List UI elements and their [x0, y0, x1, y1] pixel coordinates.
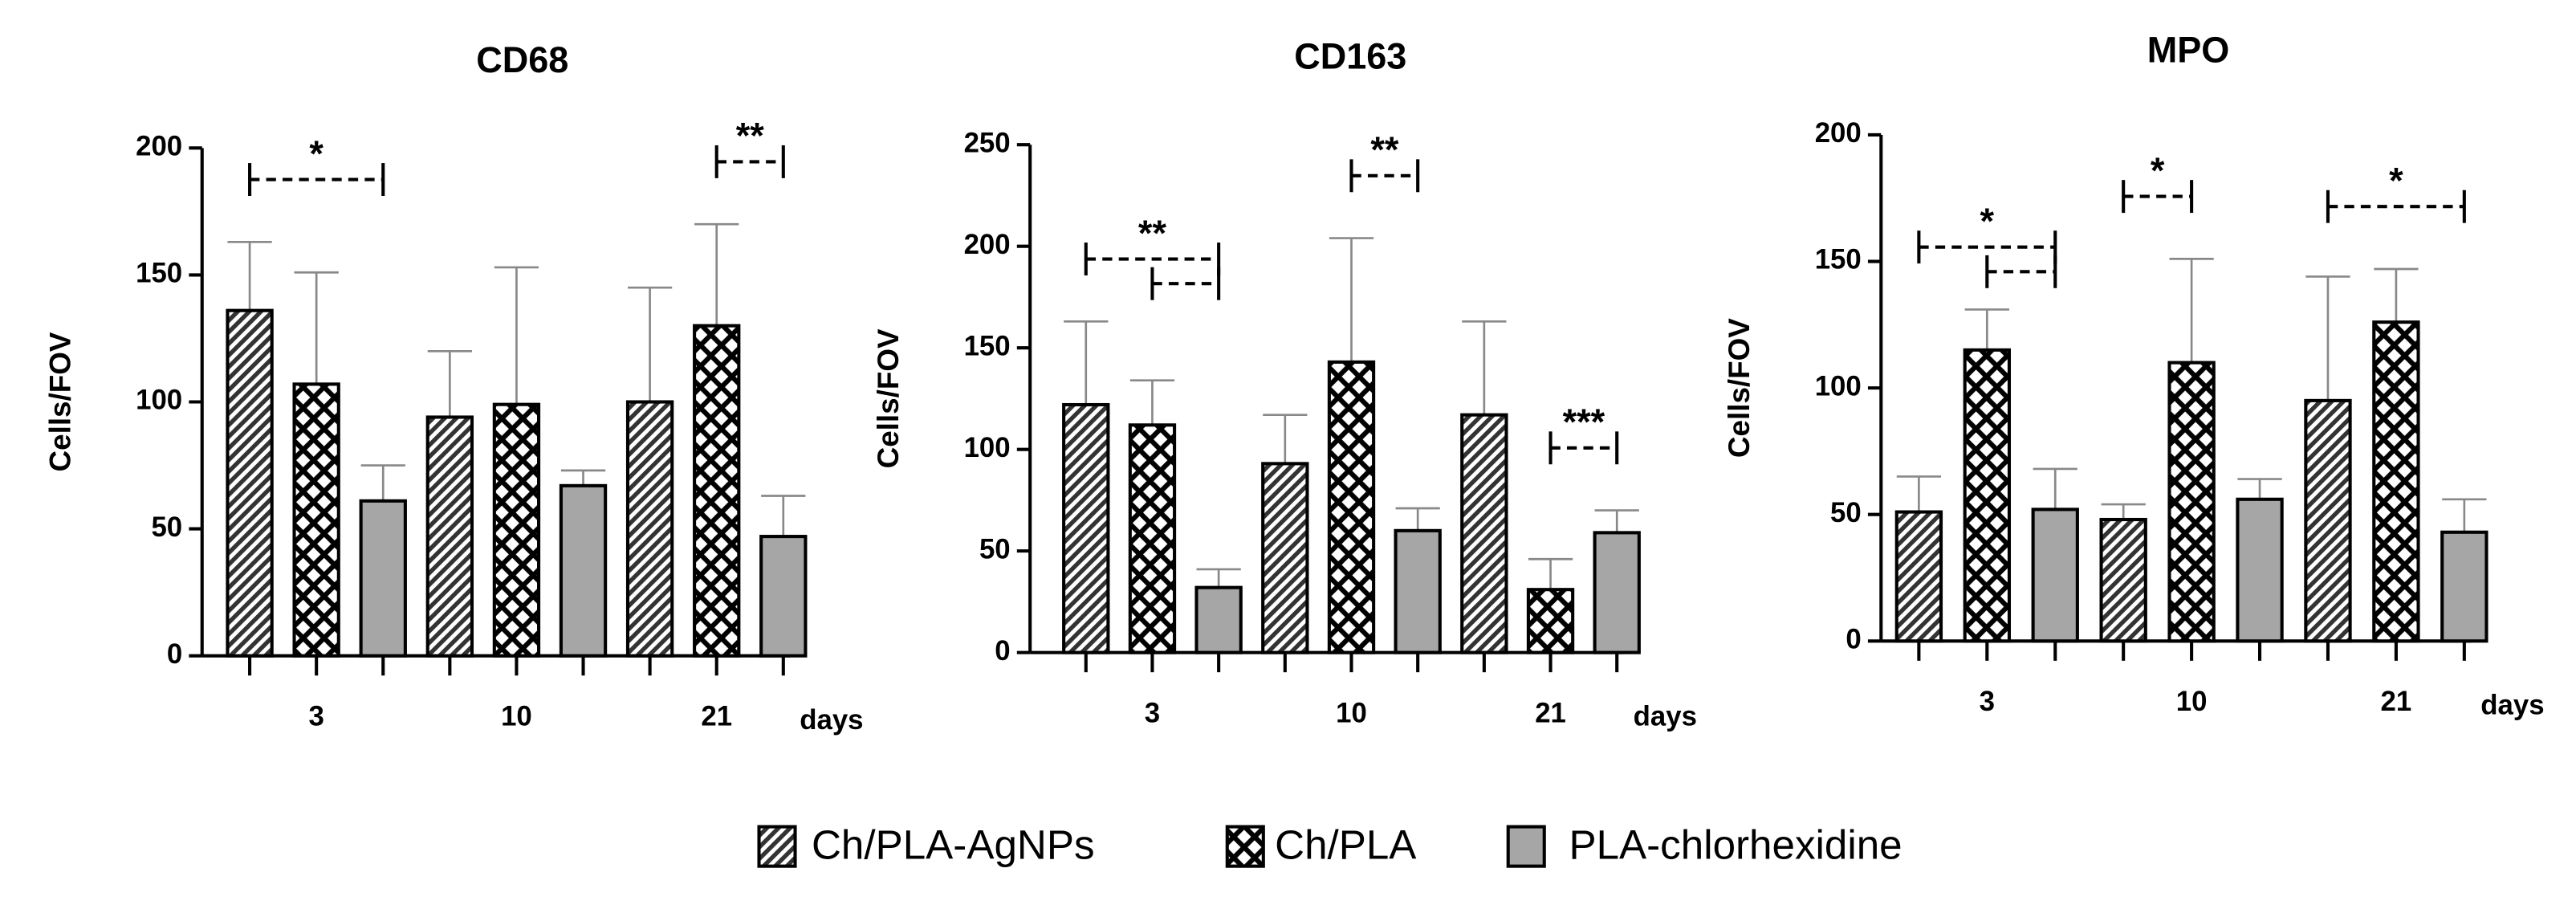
chart-title: MPO [2147, 30, 2230, 71]
x-unit-label: days [2480, 690, 2544, 720]
y-tick-label: 150 [964, 331, 1011, 361]
x-tick-label: 3 [308, 702, 324, 732]
y-tick-label: 0 [1846, 624, 1861, 654]
y-tick-label: 200 [136, 132, 182, 162]
bar [1194, 585, 1243, 654]
bar [1327, 360, 1376, 654]
bar [1128, 423, 1177, 654]
bar [1593, 531, 1641, 654]
x-tick-label: 21 [701, 702, 732, 732]
bar [492, 402, 541, 658]
bar [759, 535, 808, 658]
y-tick-label: 200 [964, 230, 1011, 260]
bar [1963, 348, 2011, 643]
y-tick-label: 150 [136, 259, 182, 289]
y-axis-label: Cells/FOV [872, 328, 905, 468]
bar [292, 382, 340, 658]
x-tick-label: 21 [2381, 687, 2412, 717]
bar [2372, 320, 2420, 643]
bar [1460, 413, 1508, 654]
x-tick-label: 21 [1535, 699, 1566, 729]
legend-label: Ch/PLA [1275, 822, 1417, 868]
bar [559, 483, 608, 658]
x-unit-label: days [1634, 702, 1697, 732]
y-tick-label: 0 [167, 639, 182, 670]
bar [693, 324, 741, 658]
y-tick-label: 200 [1815, 118, 1862, 149]
y-tick-label: 100 [136, 385, 182, 416]
bar [1062, 402, 1110, 654]
x-tick-label: 10 [501, 702, 532, 732]
x-tick-label: 10 [2176, 687, 2208, 717]
y-axis-label: Cells/FOV [44, 332, 77, 471]
legend-label: Ch/PLA-AgNPs [812, 822, 1095, 868]
y-tick-label: 50 [151, 512, 182, 543]
bar [1394, 528, 1442, 654]
bar [2440, 530, 2489, 643]
bar [625, 400, 674, 658]
y-tick-label: 50 [1830, 498, 1862, 528]
significance-label: ** [1138, 213, 1167, 254]
significance-label: ** [1370, 129, 1399, 170]
significance-label: *** [1563, 402, 1605, 442]
significance-label: * [2389, 160, 2403, 201]
legend-swatch [1506, 825, 1546, 868]
bar [425, 415, 474, 658]
x-tick-label: 3 [1145, 699, 1160, 729]
bar [226, 308, 274, 658]
bar [2099, 517, 2147, 643]
bar [1894, 510, 1943, 643]
bar [2031, 507, 2079, 643]
y-axis-label: Cells/FOV [1723, 318, 1756, 458]
bar [1526, 588, 1575, 654]
significance-label: * [2151, 150, 2165, 191]
y-tick-label: 150 [1815, 245, 1862, 275]
bar [2304, 398, 2352, 643]
y-tick-label: 50 [979, 534, 1011, 565]
x-tick-label: 3 [1980, 687, 1995, 717]
chart-title: CD163 [1294, 36, 1406, 77]
bar [2167, 361, 2216, 643]
legend-swatch [1225, 825, 1265, 868]
y-tick-label: 250 [964, 128, 1011, 158]
legend-label: PLA-chlorhexidine [1569, 822, 1902, 868]
significance-label: * [309, 133, 324, 174]
significance-label: ** [736, 116, 765, 157]
y-tick-label: 100 [964, 433, 1011, 463]
y-tick-label: 100 [1815, 371, 1862, 402]
y-tick-label: 0 [995, 636, 1010, 666]
bar [2236, 497, 2284, 643]
bar [359, 499, 407, 658]
x-tick-label: 10 [1336, 699, 1367, 729]
significance-label: * [1980, 201, 1995, 242]
bar [1261, 462, 1309, 654]
chart-title: CD68 [476, 39, 568, 80]
x-unit-label: days [800, 705, 863, 736]
legend-swatch [757, 825, 797, 868]
